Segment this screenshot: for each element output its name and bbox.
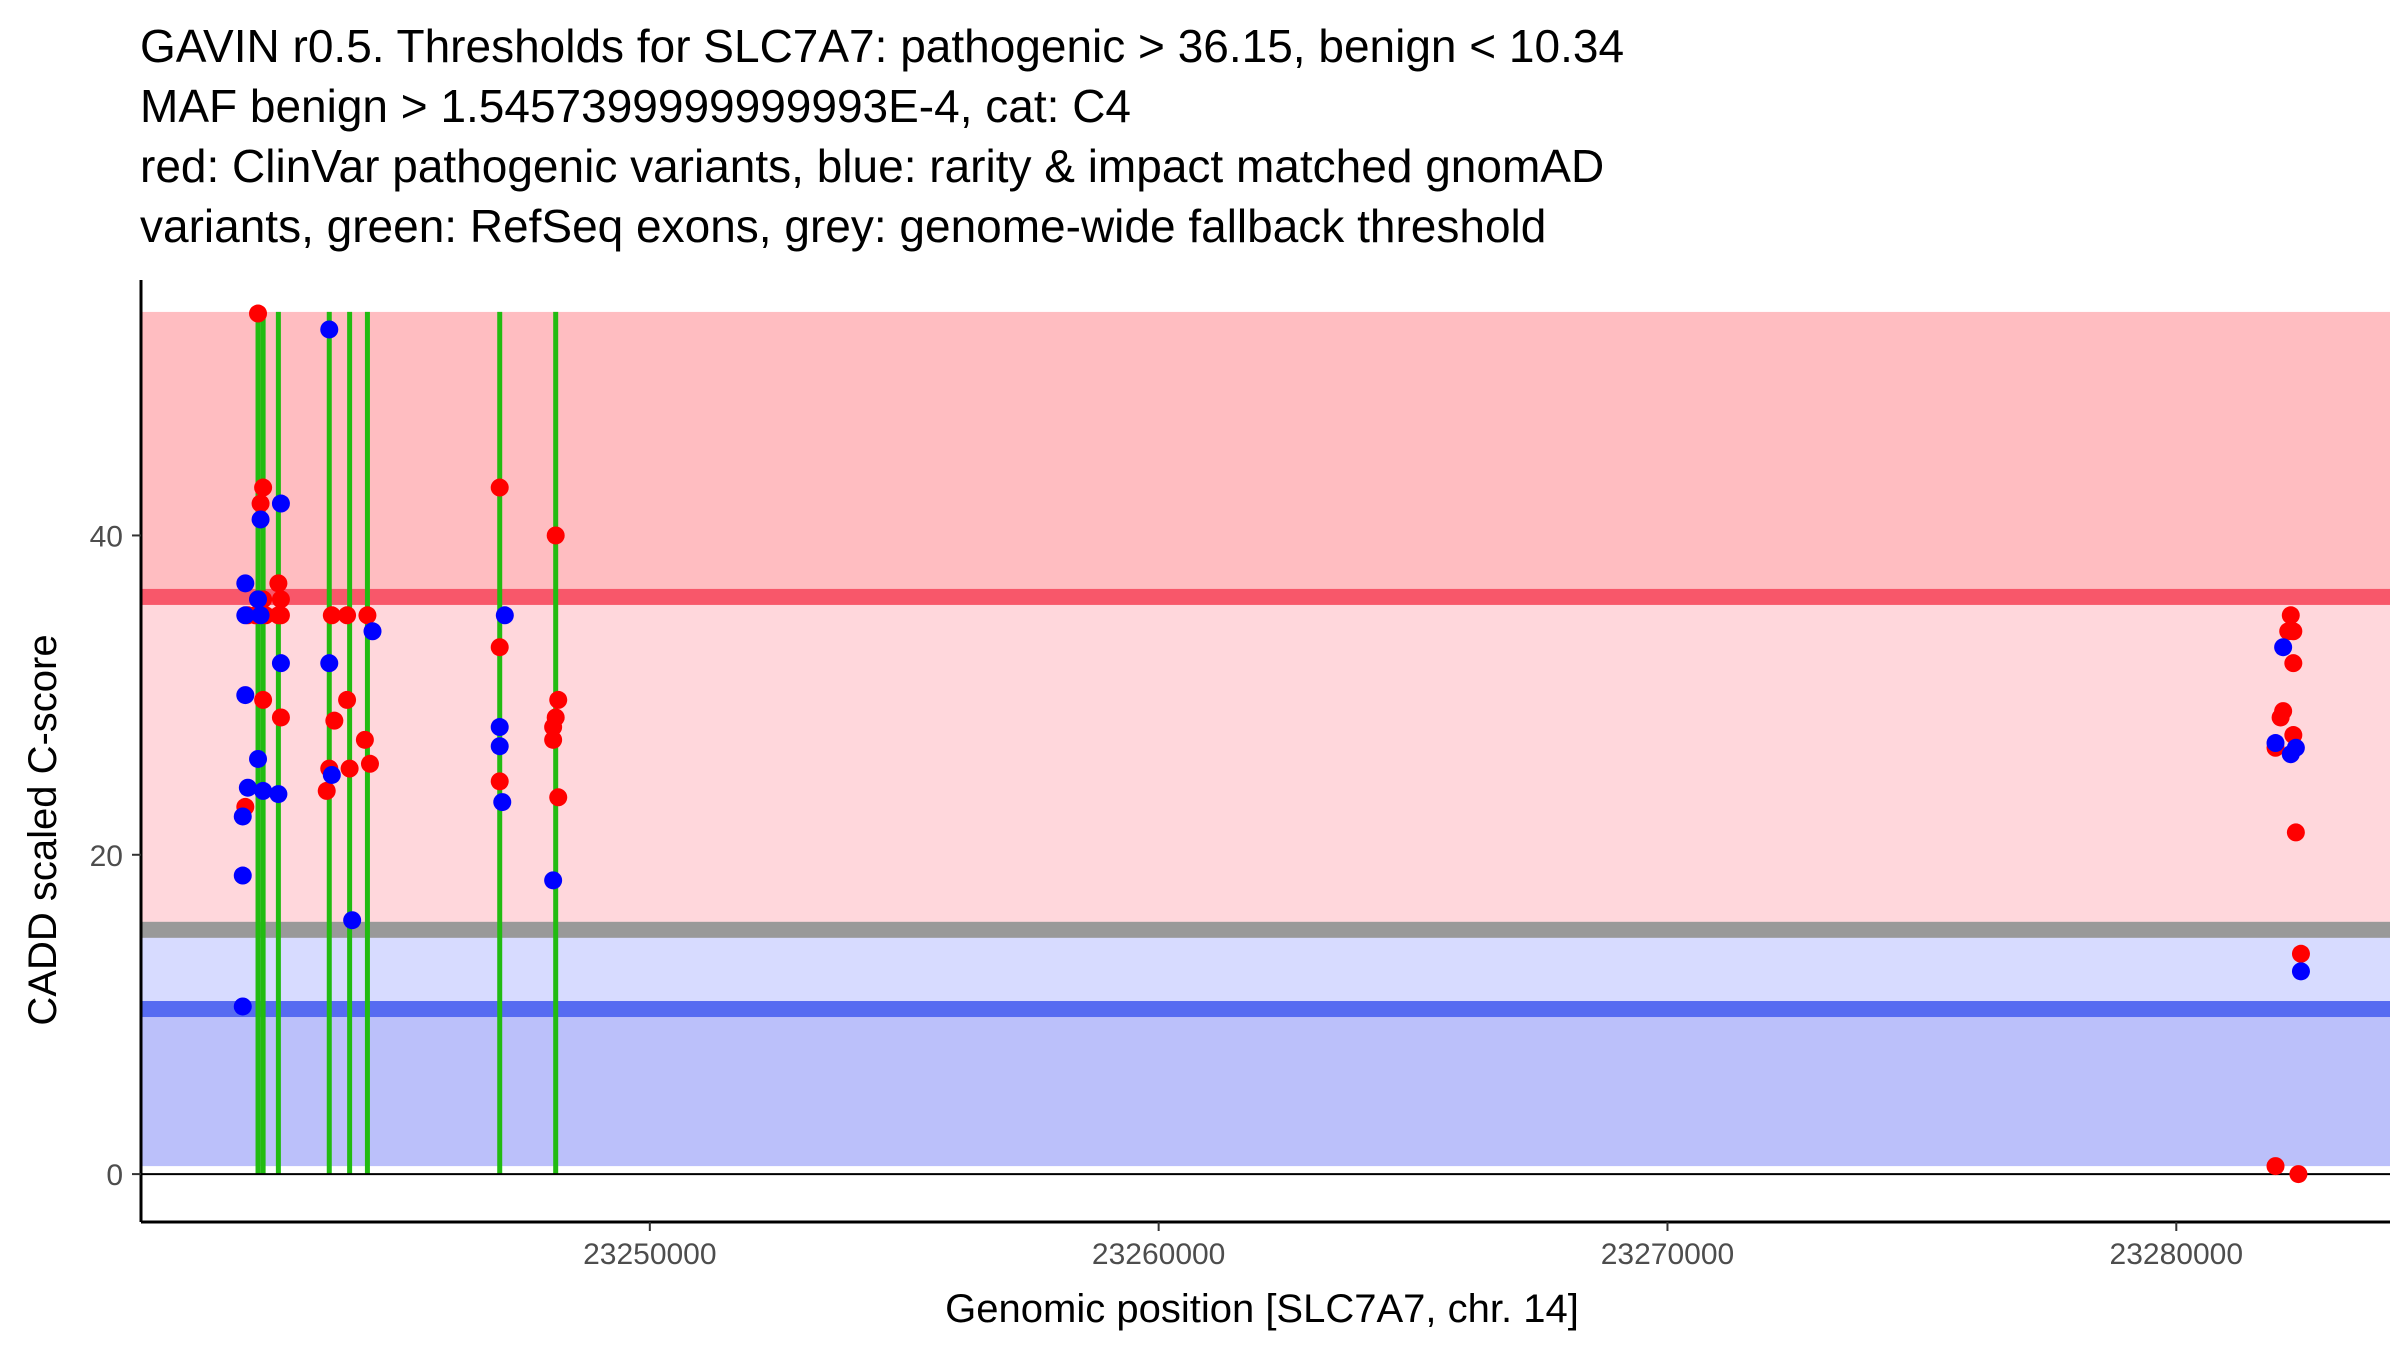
clinvar-point-37 — [2284, 622, 2303, 641]
title-line-3: red: ClinVar pathogenic variants, blue: … — [140, 140, 1605, 192]
clinvar-point-21 — [338, 690, 357, 709]
clinvar-point-40 — [2271, 708, 2290, 727]
gnomad-point-29 — [2286, 738, 2305, 757]
clinvar-point-8 — [254, 690, 273, 709]
clinvar-point-19 — [317, 781, 336, 800]
gnomad-point-24 — [493, 793, 512, 812]
gnomad-point-6 — [271, 494, 290, 513]
clinvar-point-32 — [544, 718, 563, 737]
gnomad-point-20 — [343, 911, 362, 930]
gnomad-point-25 — [544, 871, 563, 890]
clinvar-point-1 — [249, 304, 268, 323]
clinvar-point-3 — [251, 494, 270, 513]
gnomad-point-9 — [254, 781, 273, 800]
gnomad-point-14 — [233, 997, 252, 1016]
gnomad-point-21 — [495, 606, 514, 625]
x-tick-label-23280000: 23280000 — [2110, 1238, 2243, 1271]
x-tick-label-23270000: 23270000 — [1601, 1238, 1734, 1271]
benign-band — [141, 1009, 2390, 1167]
benign-threshold-line — [141, 1001, 2390, 1018]
y-tick-label-0: 0 — [106, 1159, 123, 1192]
uncertain-lower-band — [141, 929, 2390, 1010]
y-tick-label-20: 20 — [90, 840, 123, 873]
gnomad-point-22 — [490, 718, 509, 737]
clinvar-point-16 — [322, 606, 341, 625]
clinvar-point-12 — [271, 590, 290, 609]
gnomad-point-12 — [233, 807, 252, 826]
clinvar-point-2 — [254, 478, 273, 497]
gnomad-point-26 — [2274, 638, 2293, 657]
x-axis-label: Genomic position [SLC7A7, chr. 14] — [945, 1287, 1579, 1331]
x-tick-label-23250000: 23250000 — [583, 1238, 716, 1271]
clinvar-point-14 — [271, 606, 290, 625]
threshold-lines — [141, 588, 2390, 1018]
clinvar-point-33 — [544, 730, 563, 749]
clinvar-point-28 — [490, 772, 509, 791]
gnomad-point-10 — [238, 778, 257, 797]
chart-title: GAVIN r0.5. Thresholds for SLC7A7: patho… — [140, 16, 2380, 256]
clinvar-point-44 — [2291, 944, 2310, 963]
gnomad-point-18 — [322, 765, 341, 784]
clinvar-point-46 — [2289, 1165, 2308, 1184]
gnomad-point-5 — [249, 590, 268, 609]
gnomad-point-23 — [490, 737, 509, 756]
clinvar-point-17 — [325, 711, 344, 730]
threshold-bands — [141, 311, 2390, 1167]
clinvar-point-38 — [2284, 654, 2303, 673]
clinvar-point-11 — [269, 574, 288, 593]
clinvar-point-26 — [490, 478, 509, 497]
gnomad-point-7 — [236, 686, 255, 705]
gnomad-point-2 — [236, 606, 255, 625]
x-tick-label-23260000: 23260000 — [1092, 1238, 1225, 1271]
gnomad-point-17 — [320, 654, 339, 673]
clinvar-point-30 — [549, 690, 568, 709]
gnomad-point-15 — [271, 654, 290, 673]
clinvar-point-43 — [2286, 823, 2305, 842]
data-points — [233, 304, 2310, 1184]
y-axis-label: CADD scaled C-score — [21, 634, 65, 1025]
fallback-threshold-line — [141, 921, 2390, 938]
clinvar-point-24 — [358, 606, 377, 625]
clinvar-point-29 — [546, 526, 565, 545]
gnomad-point-4 — [251, 606, 270, 625]
clinvar-point-45 — [2266, 1157, 2285, 1176]
y-tick-label-40: 40 — [90, 520, 123, 553]
clinvar-point-25 — [360, 754, 379, 773]
title-line-2: MAF benign > 1.5457399999999993E-4, cat:… — [140, 80, 1131, 132]
gnomad-point-1 — [236, 574, 255, 593]
axes: 0 20 40 23250000 23260000 23270000 23280000 — [90, 280, 2390, 1271]
gnomad-point-8 — [249, 749, 268, 768]
title-line-1: GAVIN r0.5. Thresholds for SLC7A7: patho… — [140, 20, 1625, 72]
gnomad-point-19 — [363, 622, 382, 641]
clinvar-point-23 — [355, 730, 374, 749]
gnomad-point-13 — [233, 866, 252, 885]
uncertain-upper-band — [141, 596, 2390, 930]
clinvar-point-35 — [2281, 606, 2300, 625]
clinvar-point-22 — [340, 759, 359, 778]
clinvar-point-34 — [549, 788, 568, 807]
gnomad-point-3 — [251, 510, 270, 529]
pathogenic-band — [141, 311, 2390, 597]
gnomad-point-11 — [269, 785, 288, 804]
clinvar-point-15 — [271, 708, 290, 727]
title-line-4: variants, green: RefSeq exons, grey: gen… — [140, 200, 1547, 252]
clinvar-point-20 — [338, 606, 357, 625]
pathogenic-threshold-line — [141, 588, 2390, 605]
gnomad-point-16 — [320, 320, 339, 339]
clinvar-point-27 — [490, 638, 509, 657]
gnomad-point-30 — [2291, 962, 2310, 981]
gnomad-point-27 — [2266, 734, 2285, 753]
